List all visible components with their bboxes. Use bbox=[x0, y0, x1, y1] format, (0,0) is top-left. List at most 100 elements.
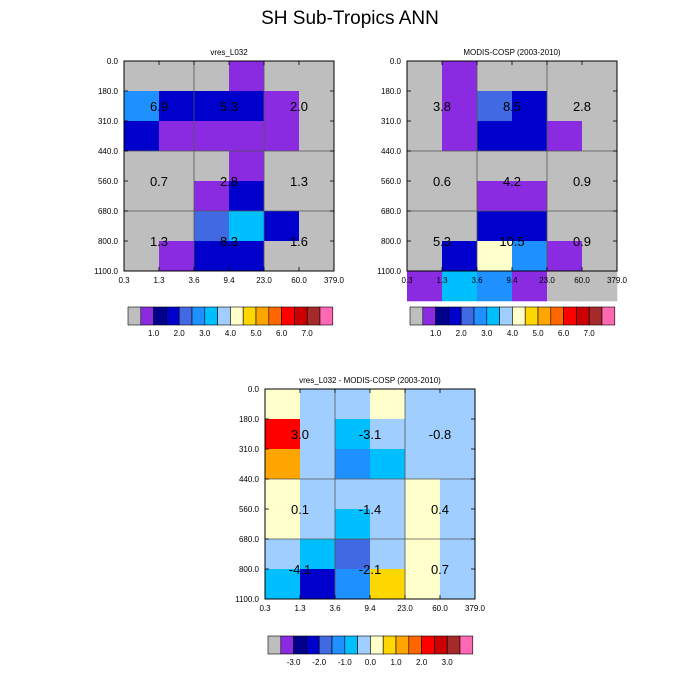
heatmap-cell bbox=[335, 569, 371, 600]
x-tick-label: 60.0 bbox=[291, 276, 307, 285]
heatmap-cell bbox=[124, 181, 160, 212]
colorbar-swatch bbox=[434, 635, 448, 655]
panel-title: MODIS-COSP (2003-2010) bbox=[463, 48, 561, 57]
colorbar-swatch bbox=[255, 306, 270, 326]
x-tick-label: 0.3 bbox=[401, 276, 413, 285]
heatmap-cell bbox=[370, 479, 406, 510]
x-tick-label: 60.0 bbox=[432, 604, 448, 613]
x-tick-label: 23.0 bbox=[397, 604, 413, 613]
cell-value-label: -2.1 bbox=[359, 562, 381, 577]
heatmap-cell bbox=[477, 91, 513, 122]
heatmap-cell bbox=[442, 121, 478, 152]
heatmap-cell bbox=[407, 91, 443, 122]
page-title: SH Sub-Tropics ANN bbox=[261, 8, 439, 29]
colorbar-label: 7.0 bbox=[302, 329, 314, 338]
colorbar-swatch bbox=[446, 635, 461, 655]
heatmap-cell bbox=[582, 211, 618, 242]
heatmap-cell bbox=[582, 181, 618, 212]
y-tick-label: 1100.0 bbox=[377, 267, 401, 276]
y-tick-label: 800.0 bbox=[98, 237, 119, 246]
colorbar-swatch bbox=[460, 306, 475, 326]
x-tick-label: 379.0 bbox=[607, 276, 628, 285]
colorbar-swatch bbox=[395, 635, 410, 655]
heatmap-cell bbox=[335, 389, 371, 420]
colorbar-label: -1.0 bbox=[338, 658, 352, 667]
colorbar-label: -2.0 bbox=[312, 658, 326, 667]
colorbar-swatch bbox=[178, 306, 193, 326]
colorbar-swatch bbox=[318, 635, 333, 655]
y-tick-label: 560.0 bbox=[98, 177, 119, 186]
heatmap-cell bbox=[442, 181, 478, 212]
x-tick-label: 1.3 bbox=[436, 276, 448, 285]
x-tick-label: 3.6 bbox=[188, 276, 200, 285]
heatmap-cell bbox=[299, 61, 335, 92]
y-tick-label: 680.0 bbox=[239, 535, 260, 544]
heatmap-cell bbox=[407, 271, 443, 302]
colorbar-swatch bbox=[422, 306, 436, 326]
colorbar-label: 7.0 bbox=[584, 329, 596, 338]
colorbar-swatch bbox=[537, 306, 552, 326]
heatmap-cell bbox=[194, 211, 230, 242]
heatmap-cell bbox=[547, 121, 583, 152]
heatmap-cell bbox=[477, 61, 513, 92]
colorbar-swatch bbox=[267, 635, 282, 655]
colorbar-swatch bbox=[473, 306, 488, 326]
colorbar-swatch bbox=[293, 635, 307, 655]
colorbar-swatch bbox=[344, 635, 358, 655]
heatmap-cell bbox=[442, 211, 478, 242]
heatmap-cell bbox=[477, 121, 513, 152]
heatmap-cell bbox=[300, 509, 336, 540]
colorbar-swatch bbox=[499, 306, 513, 326]
heatmap-cell bbox=[229, 181, 265, 212]
colorbar-label: 3.0 bbox=[481, 329, 493, 338]
heatmap-cell bbox=[300, 419, 336, 450]
y-tick-label: 800.0 bbox=[381, 237, 402, 246]
heatmap-cell bbox=[264, 151, 300, 182]
heatmap-cell bbox=[512, 151, 548, 182]
heatmap-cell bbox=[440, 479, 476, 510]
heatmap-cell bbox=[582, 61, 618, 92]
heatmap-cell bbox=[512, 91, 548, 122]
panel-3: vres_L032 - MODIS-COSP (2003-2010) 0.3 1.3… bbox=[235, 376, 485, 667]
cell-value-label: 1.6 bbox=[290, 234, 308, 249]
colorbar-label: 1.0 bbox=[390, 658, 402, 667]
y-tick-label: 680.0 bbox=[381, 207, 402, 216]
heatmap-cell bbox=[265, 419, 301, 450]
heatmap-cell bbox=[300, 569, 336, 600]
heatmap-cell bbox=[477, 241, 513, 272]
cell-value-label: 4.2 bbox=[503, 174, 521, 189]
y-tick-label: 440.0 bbox=[381, 147, 402, 156]
heatmap-cell bbox=[407, 151, 443, 182]
y-tick-label: 1100.0 bbox=[94, 267, 118, 276]
colorbar-label: 1.0 bbox=[430, 329, 442, 338]
cell-value-label: -4.1 bbox=[289, 562, 311, 577]
heatmap-cell bbox=[229, 121, 265, 152]
heatmap-cell bbox=[407, 241, 443, 272]
colorbar-swatch bbox=[242, 306, 257, 326]
colorbar-swatch bbox=[268, 306, 282, 326]
panel-title: vres_L032 bbox=[210, 48, 248, 57]
heatmap-cell bbox=[264, 241, 300, 272]
heatmap-cell bbox=[299, 121, 335, 152]
colorbar-swatch bbox=[486, 306, 500, 326]
heatmap-cell bbox=[124, 121, 160, 152]
y-tick-label: 180.0 bbox=[98, 87, 119, 96]
heatmap-cell bbox=[407, 181, 443, 212]
cell-value-label: 0.9 bbox=[573, 174, 591, 189]
cell-value-label: 8.5 bbox=[503, 99, 521, 114]
colorbar-swatch bbox=[588, 306, 603, 326]
colorbar-swatch bbox=[217, 306, 231, 326]
heatmap-cell bbox=[405, 389, 441, 420]
y-tick-label: 560.0 bbox=[239, 505, 260, 514]
heatmap-cell bbox=[370, 569, 406, 600]
cell-value-label: 3.0 bbox=[291, 427, 309, 442]
cell-value-label: 10.5 bbox=[499, 234, 524, 249]
colorbar-swatch bbox=[382, 635, 397, 655]
heatmap-cell bbox=[370, 389, 406, 420]
y-tick-label: 0.0 bbox=[390, 57, 402, 66]
heatmap-cell bbox=[335, 419, 371, 450]
panel-2: MODIS-COSP (2003-2010) 0.3 1.3 3.6 9.4 23.0 60… bbox=[377, 48, 627, 338]
heatmap-cell bbox=[159, 241, 195, 272]
cell-value-label: 2.8 bbox=[220, 174, 238, 189]
y-tick-label: 0.0 bbox=[107, 57, 119, 66]
